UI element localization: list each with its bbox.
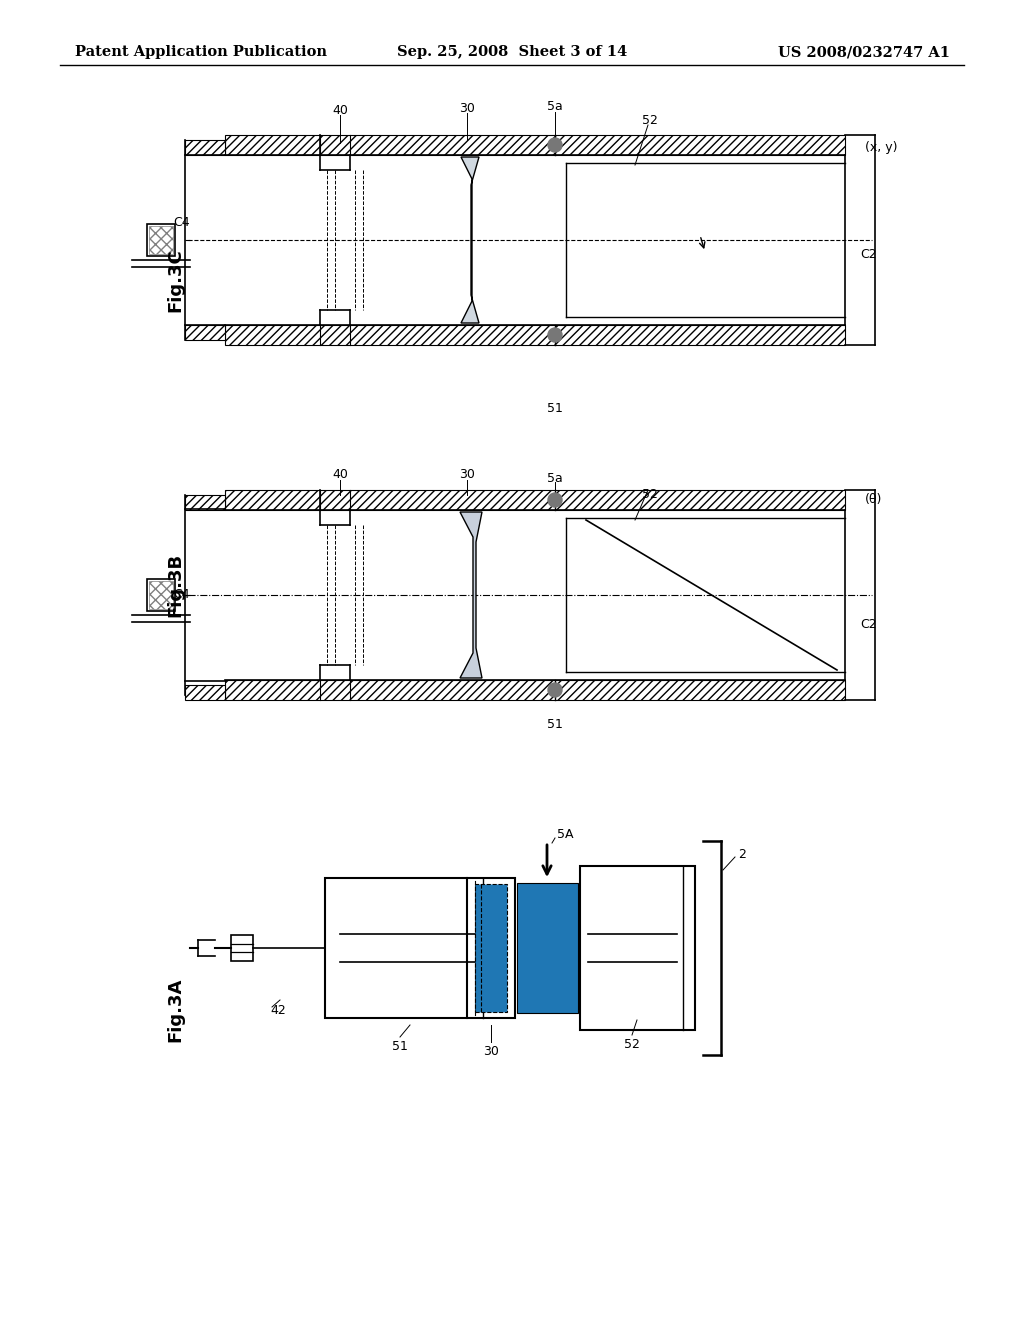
Polygon shape xyxy=(461,157,479,323)
Text: 5A: 5A xyxy=(557,829,573,842)
Text: 5a: 5a xyxy=(547,471,563,484)
Polygon shape xyxy=(460,512,482,678)
Text: 52: 52 xyxy=(642,114,658,127)
Text: 5a: 5a xyxy=(547,100,563,114)
Bar xyxy=(150,226,173,253)
Text: 51: 51 xyxy=(547,403,563,414)
Text: US 2008/0232747 A1: US 2008/0232747 A1 xyxy=(778,45,950,59)
Text: 2: 2 xyxy=(738,849,745,862)
Text: 51: 51 xyxy=(392,1040,408,1053)
Text: 40: 40 xyxy=(332,103,348,116)
Bar xyxy=(475,884,507,1012)
Circle shape xyxy=(548,327,562,342)
Bar xyxy=(325,878,515,1018)
Text: 40: 40 xyxy=(332,469,348,482)
Circle shape xyxy=(548,682,562,697)
Bar xyxy=(225,680,845,700)
Bar xyxy=(580,866,695,1030)
Bar xyxy=(185,685,225,700)
Text: 30: 30 xyxy=(483,1045,499,1059)
Text: Fig.3A: Fig.3A xyxy=(166,978,184,1043)
Text: 52: 52 xyxy=(642,488,658,502)
Bar xyxy=(147,579,175,611)
Bar xyxy=(231,935,253,961)
Bar xyxy=(225,135,845,154)
Text: 42: 42 xyxy=(270,1003,286,1016)
Text: 51: 51 xyxy=(547,718,563,731)
Bar xyxy=(225,325,845,345)
Bar xyxy=(150,581,173,609)
Bar xyxy=(517,883,578,1012)
Text: (x, y): (x, y) xyxy=(865,141,897,154)
Text: 30: 30 xyxy=(459,102,475,115)
Text: Fig.3C: Fig.3C xyxy=(166,248,184,312)
Text: Sep. 25, 2008  Sheet 3 of 14: Sep. 25, 2008 Sheet 3 of 14 xyxy=(397,45,627,59)
Text: Fig.3B: Fig.3B xyxy=(166,553,184,616)
Bar xyxy=(185,140,225,154)
Bar xyxy=(185,325,225,341)
Text: C4: C4 xyxy=(173,215,190,228)
Text: C2: C2 xyxy=(860,619,877,631)
Text: (θ): (θ) xyxy=(865,494,883,507)
Text: 52: 52 xyxy=(624,1038,640,1051)
Text: Patent Application Publication: Patent Application Publication xyxy=(75,45,327,59)
Bar xyxy=(225,490,845,510)
Bar xyxy=(517,883,578,1012)
Text: 30: 30 xyxy=(459,469,475,482)
Bar xyxy=(147,224,175,256)
Text: C2: C2 xyxy=(860,248,877,261)
Circle shape xyxy=(548,492,562,507)
Text: C4: C4 xyxy=(173,589,190,602)
Circle shape xyxy=(548,139,562,152)
Bar xyxy=(185,495,225,510)
